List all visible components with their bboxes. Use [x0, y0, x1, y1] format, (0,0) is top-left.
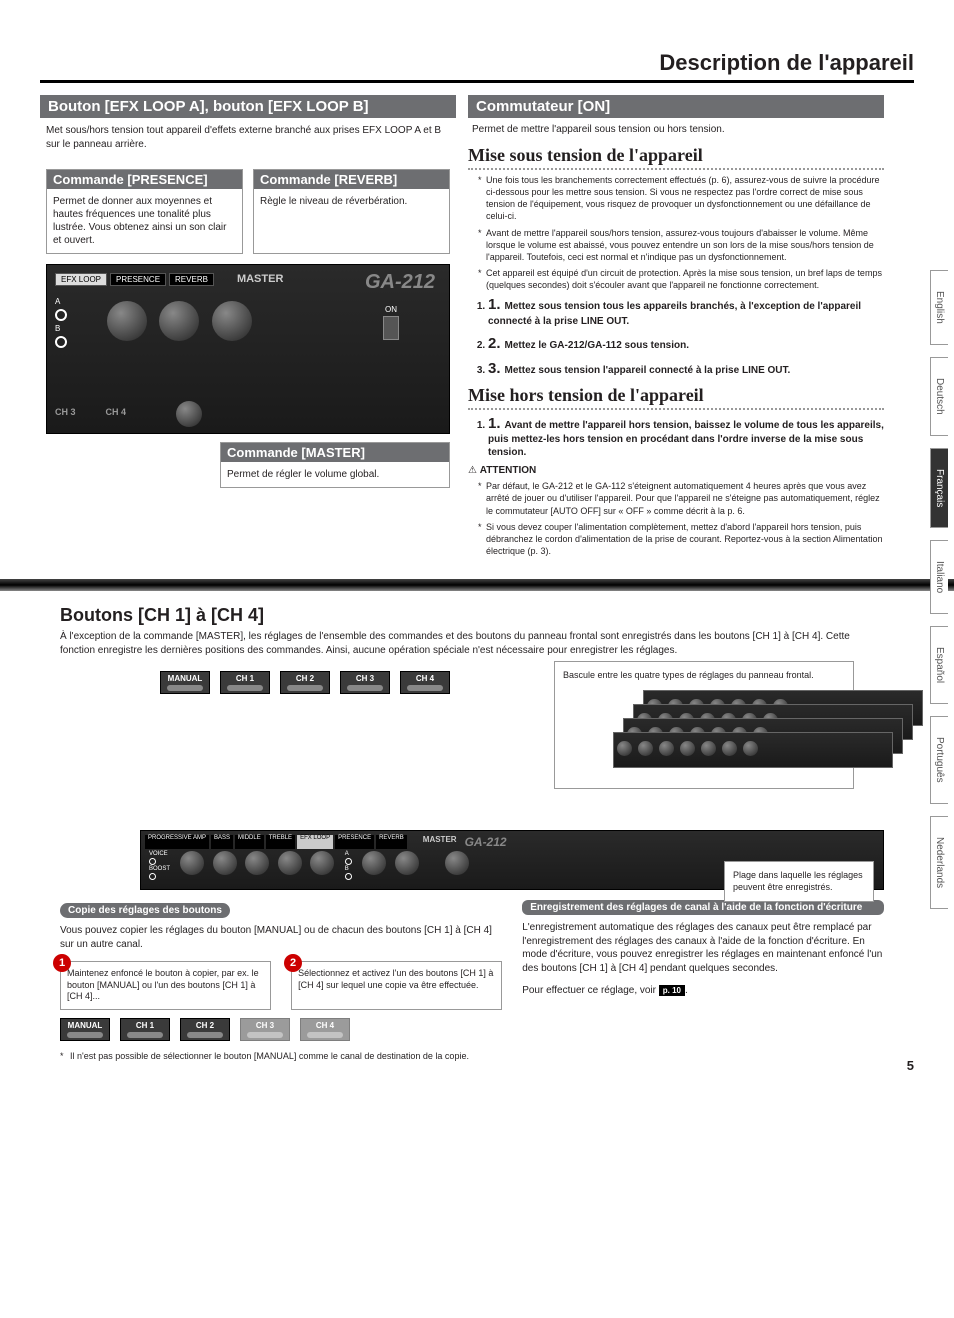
attention-label: ATTENTION: [468, 465, 884, 476]
knob-icon: [310, 851, 334, 875]
fp-label: BASS: [211, 835, 233, 849]
callout-save-range: Plage dans laquelle les réglages peuvent…: [724, 861, 874, 902]
lang-tab-deutsch[interactable]: Deutsch: [930, 357, 948, 436]
on-header: Commutateur [ON]: [468, 95, 884, 118]
master-header: Commande [MASTER]: [221, 443, 449, 462]
callout-switch-types: Bascule entre les quatre types de réglag…: [554, 661, 854, 789]
master-text: Permet de régler le volume global.: [221, 462, 449, 487]
lang-tab-francais[interactable]: Français: [930, 448, 948, 528]
manual-button: MANUAL: [60, 1018, 110, 1041]
write-function-text: L'enregistrement automatique des réglage…: [522, 921, 884, 975]
lang-tab-italiano[interactable]: Italiano: [930, 540, 948, 614]
label-presence: PRESENCE: [110, 273, 166, 286]
knob-icon: [159, 301, 199, 341]
reverb-header: Commande [REVERB]: [254, 170, 449, 189]
lang-tab-espanol[interactable]: Español: [930, 626, 948, 704]
copy-settings-header: Copie des réglages des boutons: [60, 903, 230, 918]
ch1-button: CH 1: [120, 1018, 170, 1041]
reverb-text: Règle le niveau de réverbération.: [254, 189, 449, 214]
lang-tab-portugues[interactable]: Português: [930, 716, 948, 804]
section-divider: [0, 579, 954, 591]
fp-label: PRESENCE: [335, 835, 374, 849]
knob-icon: [180, 851, 204, 875]
ch4-button: CH 4: [400, 671, 450, 694]
copy-step-2: 2 Sélectionnez et activez l'un des bouto…: [291, 961, 502, 1010]
label-master: MASTER: [237, 273, 283, 286]
ch4-label: CH 4: [106, 407, 127, 427]
fp-label: MIDDLE: [235, 835, 264, 849]
knob-icon: [278, 851, 302, 875]
knob-icon: [213, 851, 237, 875]
power-off-steps: 1.Avant de mettre l'appareil hors tensio…: [468, 414, 884, 460]
voice-boost-icons: VOICE BOOST: [149, 851, 170, 881]
ch2-button: CH 2: [280, 671, 330, 694]
presence-box: Commande [PRESENCE] Permet de donner aux…: [46, 169, 243, 254]
power-on-header: Mise sous tension de l'appareil: [468, 145, 884, 166]
fp-label: PROGRESSIVE AMP: [145, 835, 209, 849]
language-tabs: English Deutsch Français Italiano Españo…: [930, 270, 948, 909]
ch2-button: CH 2: [180, 1018, 230, 1041]
lang-tab-english[interactable]: English: [930, 270, 948, 345]
reverb-box: Commande [REVERB] Règle le niveau de rév…: [253, 169, 450, 254]
copy-channel-buttons: MANUAL CH 1 CH 2 CH 3 CH 4: [60, 1018, 502, 1041]
knob-icon: [245, 851, 269, 875]
amp-panel-diagram: EFX LOOP PRESENCE REVERB MASTER GA-212 A…: [46, 264, 450, 434]
fp-label: EFX LOOP: [297, 835, 333, 849]
efx-a-icon: [55, 309, 67, 321]
power-off-header: Mise hors tension de l'appareil: [468, 385, 884, 406]
ch-buttons-intro: À l'exception de la commande [MASTER], l…: [60, 630, 884, 657]
presence-header: Commande [PRESENCE]: [47, 170, 242, 189]
efx-loop-header: Bouton [EFX LOOP A], bouton [EFX LOOP B]: [40, 95, 456, 118]
manual-button: MANUAL: [160, 671, 210, 694]
attention-notes: Par défaut, le GA-212 et le GA-112 s'éte…: [468, 480, 884, 557]
knob-icon: [395, 851, 419, 875]
fp-model-label: GA-212: [465, 835, 507, 849]
ch3-button: CH 3: [240, 1018, 290, 1041]
step-number-icon: 1: [53, 954, 71, 972]
presence-text: Permet de donner aux moyennes et hautes …: [47, 189, 242, 253]
copy-note: Il n'est pas possible de sélectionner le…: [60, 1051, 502, 1063]
page-title: Description de l'appareil: [40, 50, 914, 83]
fp-master-label: MASTER: [423, 835, 457, 849]
ch1-button: CH 1: [220, 671, 270, 694]
ch3-button: CH 3: [340, 671, 390, 694]
ch3-label: CH 3: [55, 407, 76, 427]
page-number: 5: [907, 1058, 914, 1073]
label-reverb: REVERB: [169, 273, 214, 286]
ch-buttons-header: Boutons [CH 1] à [CH 4]: [60, 605, 884, 626]
on-switch-label: ON: [383, 305, 399, 342]
knob-icon: [176, 401, 202, 427]
fp-label: TREBLE: [266, 835, 295, 849]
lang-tab-nederlands[interactable]: Nederlands: [930, 816, 948, 909]
power-on-steps: 1.Mettez sous tension tous les appareils…: [468, 295, 884, 379]
ch4-button: CH 4: [300, 1018, 350, 1041]
label-efxloop: EFX LOOP: [55, 273, 107, 286]
write-page-ref: Pour effectuer ce réglage, voir p. 10.: [522, 985, 884, 996]
copy-step-1: 1 Maintenez enfoncé le bouton à copier, …: [60, 961, 271, 1010]
efx-b-icon: [55, 336, 67, 348]
master-box: Commande [MASTER] Permet de régler le vo…: [220, 442, 450, 488]
fp-label: REVERB: [376, 835, 407, 849]
copy-settings-text: Vous pouvez copier les réglages du bouto…: [60, 924, 502, 951]
on-text: Permet de mettre l'appareil sous tension…: [468, 124, 884, 139]
efx-b-label: B: [55, 324, 67, 333]
knob-icon: [212, 301, 252, 341]
efx-a-label: A: [55, 297, 67, 306]
knob-icon: [362, 851, 386, 875]
efx-ab-icons: A B: [345, 851, 352, 881]
power-on-notes: Une fois tous les branchements correctem…: [468, 174, 884, 291]
efx-ab-buttons: A B: [55, 297, 67, 351]
knob-icon: [445, 851, 469, 875]
model-label: GA-212: [365, 271, 435, 294]
efx-loop-text: Met sous/hors tension tout appareil d'ef…: [40, 124, 456, 163]
knob-icon: [107, 301, 147, 341]
